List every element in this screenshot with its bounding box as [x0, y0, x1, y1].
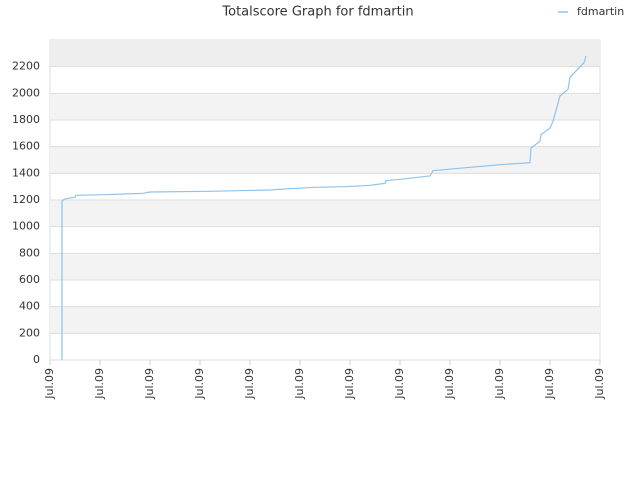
- x-tick-label: Jul.09: [543, 368, 556, 400]
- y-tick-label: 1600: [12, 140, 40, 153]
- y-tick-label: 400: [19, 300, 40, 313]
- y-tick-label: 1200: [12, 193, 40, 206]
- grid-band: [50, 200, 600, 227]
- grid-band: [50, 146, 600, 174]
- grid-band: [50, 253, 600, 280]
- grid-band: [50, 306, 600, 334]
- x-tick-label: Jul.09: [393, 368, 406, 400]
- x-tick-label: Jul.09: [43, 368, 56, 400]
- grid-band: [50, 40, 600, 67]
- grid-band: [50, 93, 600, 120]
- x-tick-label: Jul.09: [493, 368, 506, 400]
- line: [61, 55, 587, 360]
- y-tick-label: 0: [33, 353, 40, 366]
- y-tick-label: 600: [19, 273, 40, 286]
- y-tick-label: 800: [19, 246, 40, 259]
- y-tick-label: 200: [19, 326, 40, 339]
- y-tick-label: 1400: [12, 166, 40, 179]
- y-tick-label: 1800: [12, 113, 40, 126]
- x-tick-label: Jul.09: [293, 368, 306, 400]
- y-tick-label: 1000: [12, 220, 40, 233]
- y-tick-label: 2000: [12, 86, 40, 99]
- x-tick-label: Jul.09: [93, 368, 106, 400]
- legend-label: fdmartin: [577, 5, 624, 18]
- x-tick-label: Jul.09: [193, 368, 206, 400]
- chart-title: Totalscore Graph for fdmartin: [221, 5, 413, 20]
- x-tick-label: Jul.09: [343, 368, 356, 400]
- x-tick-label: Jul.09: [143, 368, 156, 400]
- y-tick-label: 2200: [12, 60, 40, 73]
- x-tick-label: Jul.09: [593, 368, 606, 400]
- x-tick-label: Jul.09: [243, 368, 256, 400]
- x-tick-label: Jul.09: [443, 368, 456, 400]
